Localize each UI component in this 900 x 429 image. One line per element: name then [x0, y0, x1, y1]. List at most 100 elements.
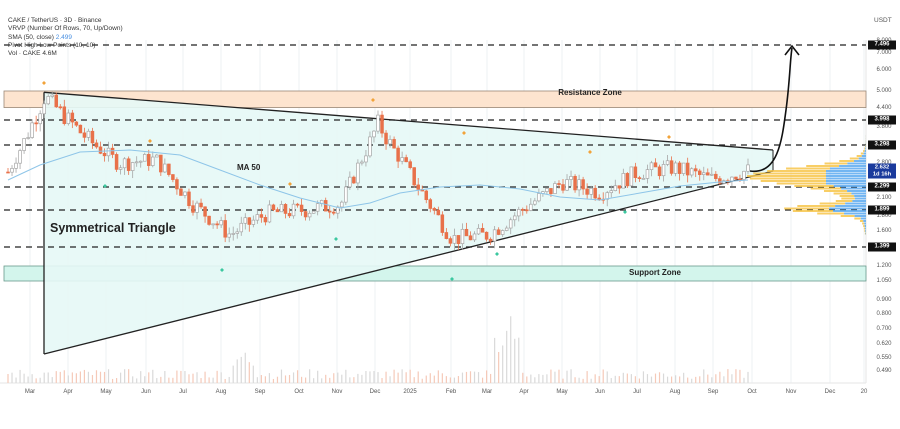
level-price-tag: 7.496: [868, 40, 896, 50]
candle-body: [86, 130, 91, 138]
candle-body: [299, 204, 304, 212]
candle-body: [6, 171, 10, 174]
vrvp-bar-up: [847, 162, 866, 165]
pivot-high-marker: [148, 139, 152, 143]
vrvp-bar-up: [863, 220, 866, 222]
x-tick-label: Sep: [707, 389, 719, 395]
candle-body: [215, 223, 219, 226]
candle-body: [255, 214, 260, 221]
sma-value: 2.499: [55, 33, 72, 41]
candle-body: [155, 154, 159, 158]
candle-body: [496, 229, 501, 235]
triangle-lower-line: [43, 170, 774, 355]
pivot-low-marker: [220, 268, 224, 272]
y-tick-label: 3.800: [876, 123, 892, 130]
vrvp-bar-down: [835, 200, 853, 202]
vrvp-bar-up: [863, 152, 866, 155]
vrvp-bar-up: [853, 160, 866, 162]
candle-body: [577, 179, 581, 191]
candle-body: [561, 184, 565, 191]
candle-body: [706, 172, 710, 176]
candle-body: [621, 173, 626, 189]
x-tick-label: Mar: [24, 389, 36, 395]
candle-body: [82, 132, 87, 138]
candle-body: [327, 210, 332, 213]
level-price-tag: 2.299: [868, 182, 896, 192]
vrvp-bar-up: [833, 210, 866, 212]
arrow-head-icon: [784, 44, 800, 56]
resistance-zone: [3, 90, 867, 108]
candle-body: [211, 223, 215, 226]
x-tick-label: Apr: [63, 389, 73, 395]
candle-body: [537, 193, 541, 202]
vrvp-bar-up: [854, 215, 866, 217]
vrvp-bar-up: [826, 172, 866, 175]
candle-body: [372, 130, 376, 138]
candle-body: [746, 164, 750, 172]
symbol-line[interactable]: CAKE / TetherUS · 3D · Binance: [8, 17, 102, 24]
vrvp-bar-down: [794, 185, 834, 187]
vrvp-bar-up: [845, 202, 866, 205]
vrvp-bar-down: [797, 205, 836, 207]
candle-body: [163, 163, 167, 173]
pivot-low-marker: [103, 184, 107, 188]
vrvp-bar-down: [786, 167, 831, 170]
candle-body: [130, 162, 135, 171]
vrvp-bar-down: [749, 177, 826, 180]
candle-body: [307, 212, 312, 218]
y-tick-label: 0.620: [876, 340, 892, 347]
vrvp-bar-up: [865, 147, 866, 150]
pivot-low-marker: [450, 277, 454, 281]
candle-body: [114, 154, 119, 170]
candle-body: [26, 137, 30, 139]
candle-body: [187, 191, 191, 207]
candle-body: [597, 197, 601, 200]
ma50-line: [7, 149, 749, 209]
candle-body: [106, 147, 111, 157]
candle-body: [718, 178, 722, 184]
candle-body: [231, 233, 235, 235]
vrvp-bar-up: [858, 157, 866, 160]
vrvp-bar-up: [847, 190, 866, 192]
candle-body: [38, 113, 42, 125]
x-tick-label: May: [556, 389, 568, 395]
candle-body: [18, 150, 22, 164]
candle-body: [480, 227, 485, 233]
candle-body: [376, 114, 380, 132]
vrvp-bar-up: [835, 205, 866, 207]
vrvp-bar-up: [851, 192, 866, 195]
candle-body: [90, 130, 95, 144]
candle-body: [557, 183, 561, 185]
vrvp-bar-down: [863, 150, 865, 152]
candle-body: [742, 170, 746, 180]
candle-body: [714, 173, 718, 179]
candle-body: [126, 158, 131, 171]
vrvp-line[interactable]: VRVP (Number Of Rows, 70, Up/Down): [8, 25, 123, 33]
candle-body: [303, 211, 308, 218]
y-tick-label: 6.000: [876, 67, 892, 74]
volume-line[interactable]: Vol · CAKE 4.6M: [8, 50, 57, 58]
candle-body: [247, 217, 252, 225]
sma-line[interactable]: SMA (50, close) 2.499: [8, 34, 123, 42]
candle-body: [78, 124, 83, 134]
y-tick-label: 2.800: [868, 160, 900, 166]
candle-body: [730, 176, 734, 182]
current-price: 2.632: [874, 164, 890, 171]
candle-body: [488, 238, 493, 242]
candle-body: [344, 186, 348, 203]
candle-body: [243, 217, 248, 224]
pivots-line[interactable]: Pivot High Low Points (10, 10): [8, 41, 96, 49]
candle-body: [70, 112, 75, 123]
candle-body: [219, 220, 223, 226]
candle-body: [673, 162, 678, 174]
vrvp-bar-up: [839, 165, 866, 167]
candle-body: [30, 122, 34, 138]
support-zone-label: Support Zone: [629, 268, 681, 277]
y-tick-label: 5.000: [876, 88, 892, 94]
x-tick-label: May: [100, 389, 112, 395]
candle-body: [279, 204, 284, 213]
candle-body: [645, 169, 650, 179]
candle-body: [589, 187, 593, 195]
vrvp-bar-down: [817, 212, 845, 215]
